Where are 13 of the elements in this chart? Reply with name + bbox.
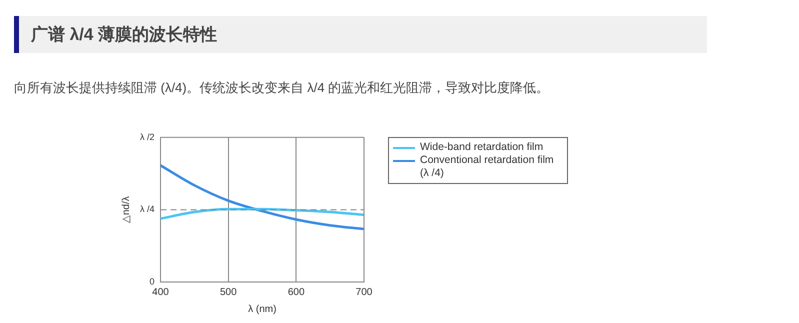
x-tick-label: 500: [220, 286, 238, 298]
chart-title: 广谱 λ/4 薄膜的波长特性: [14, 16, 707, 53]
x-tick-label: 400: [152, 286, 170, 298]
y-axis-title: △nd/λ: [120, 196, 132, 224]
chart-subtitle: 向所有波长提供持续阻滞 (λ/4)。传统波长改变来自 λ/4 的蓝光和红光阻滞，导致对比度降低。: [14, 79, 550, 97]
x-tick-label: 700: [356, 286, 373, 298]
legend-label: Wide-band retardation film: [420, 141, 544, 154]
legend-label: Conventional retardation film (λ /4): [420, 154, 555, 180]
x-axis-title: λ (nm): [248, 304, 276, 315]
x-tick-label: 600: [288, 286, 305, 298]
text: 0: [149, 276, 155, 286]
ref-line-label: λ /4: [140, 204, 155, 214]
ref-line-label: λ /2: [140, 132, 155, 142]
